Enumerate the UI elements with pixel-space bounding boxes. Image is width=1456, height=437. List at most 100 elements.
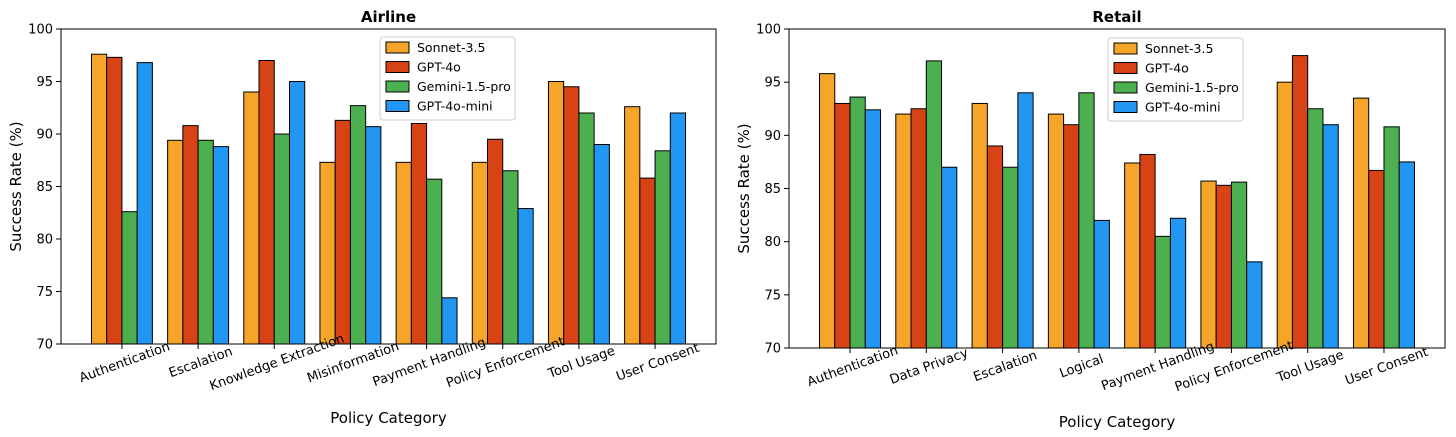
bar-sonnet-3-5-payment-handling	[395, 161, 412, 345]
bar-gpt-4o-tool-usage	[563, 86, 580, 345]
bar-gpt-4o-payment-handling	[410, 123, 428, 345]
bar-sonnet-3-5-user-consent	[1352, 97, 1370, 349]
y-axis-label: Success Rate (%)	[7, 121, 25, 251]
bar-gpt-4o-mini-logical	[1093, 219, 1110, 349]
bar-gemini-1-5-pro-tool-usage	[1307, 108, 1324, 349]
y-tick-label: 70	[36, 338, 53, 353]
legend-label-gpt-4o: GPT-4o	[1145, 61, 1189, 76]
x-tick-label-data-privacy: Data Privacy	[888, 345, 971, 387]
chart-title: Airline	[361, 8, 416, 26]
y-axis-label: Success Rate (%)	[735, 123, 753, 253]
x-axis-label: Policy Category	[330, 409, 447, 427]
legend-label-gemini-1-5-pro: Gemini-1.5-pro	[417, 79, 511, 94]
bar-gemini-1-5-pro-payment-handling	[1154, 235, 1171, 349]
bar-gpt-4o-mini-policy-enforcement	[517, 208, 534, 345]
bar-gemini-1-5-pro-policy-enforcement	[1230, 181, 1248, 349]
x-tick-label-logical: Logical	[1058, 352, 1106, 382]
y-tick-label: 70	[764, 342, 781, 357]
bar-gpt-4o-misinformation	[334, 119, 351, 345]
legend-swatch-gemini-1-5-pro	[1113, 81, 1138, 94]
legend-swatch-gpt-4o	[1113, 62, 1138, 74]
bar-gpt-4o-mini-user-consent	[1398, 161, 1415, 349]
bar-gemini-1-5-pro-misinformation	[349, 105, 367, 345]
y-tick-label: 75	[36, 285, 53, 300]
bar-gpt-4o-escalation	[182, 125, 199, 345]
bar-sonnet-3-5-authentication	[819, 73, 836, 349]
y-tick-label: 100	[28, 23, 53, 38]
chart-title: Retail	[1092, 8, 1141, 26]
bar-gpt-4o-mini-data-privacy	[941, 166, 958, 349]
legend-label-gpt-4o-mini: GPT-4o-mini	[417, 99, 493, 114]
bar-sonnet-3-5-user-consent	[624, 106, 641, 345]
x-tick-label-authentication: Authentication	[77, 339, 172, 386]
bar-gpt-4o-mini-tool-usage	[1322, 124, 1339, 349]
bar-gemini-1-5-pro-knowledge-extraction	[273, 133, 290, 345]
bar-sonnet-3-5-knowledge-extraction	[243, 91, 260, 345]
legend-label-gpt-4o: GPT-4o	[417, 60, 461, 75]
legend: Sonnet-3.5 GPT-4o Gemini-1.5-pro GPT-4o-min…	[1107, 37, 1244, 122]
bar-gpt-4o-policy-enforcement	[1215, 184, 1232, 349]
bar-gemini-1-5-pro-escalation	[1002, 166, 1019, 349]
bar-sonnet-3-5-logical	[1047, 113, 1065, 349]
bar-sonnet-3-5-policy-enforcement	[471, 161, 489, 345]
bar-sonnet-3-5-escalation	[971, 102, 988, 349]
x-tick-label-authentication: Authentication	[805, 343, 900, 390]
legend-label-gemini-1-5-pro: Gemini-1.5-pro	[1145, 80, 1239, 95]
bar-gemini-1-5-pro-user-consent	[654, 150, 671, 345]
bar-sonnet-3-5-authentication	[90, 53, 108, 345]
bar-gemini-1-5-pro-escalation	[197, 139, 214, 345]
bar-gemini-1-5-pro-logical	[1078, 92, 1095, 349]
y-tick-label: 85	[764, 182, 781, 197]
y-tick-label: 75	[764, 288, 781, 303]
bar-gpt-4o-policy-enforcement	[487, 138, 504, 345]
bar-gemini-1-5-pro-authentication	[121, 211, 138, 345]
bar-gpt-4o-mini-misinformation	[365, 126, 382, 345]
y-tick-label: 80	[36, 233, 53, 248]
y-tick-label: 90	[36, 128, 53, 143]
y-tick-label: 85	[36, 180, 53, 195]
legend-box	[379, 36, 516, 121]
bar-gpt-4o-authentication	[834, 102, 851, 349]
legend: Sonnet-3.5 GPT-4o Gemini-1.5-pro GPT-4o-min…	[379, 36, 516, 121]
legend-label-sonnet-3-5: Sonnet-3.5	[1145, 41, 1213, 56]
bar-gpt-4o-authentication	[106, 56, 123, 345]
x-tick-label-escalation: Escalation	[972, 348, 1040, 385]
bar-gemini-1-5-pro-policy-enforcement	[502, 170, 519, 345]
y-tick-label: 95	[36, 75, 53, 90]
legend-swatch-gpt-4o-mini	[1113, 101, 1138, 113]
x-tick-label-user-consent: User Consent	[1343, 345, 1430, 389]
bar-sonnet-3-5-tool-usage	[1276, 81, 1293, 349]
legend-swatch-sonnet-3-5	[1113, 42, 1138, 55]
bar-gpt-4o-mini-authentication	[864, 109, 882, 349]
bar-gpt-4o-mini-authentication	[136, 62, 153, 345]
legend-label-sonnet-3-5: Sonnet-3.5	[417, 40, 485, 55]
bar-sonnet-3-5-tool-usage	[547, 81, 565, 345]
legend-swatch-gpt-4o	[385, 61, 410, 73]
y-tick-label: 100	[756, 23, 781, 38]
bar-sonnet-3-5-policy-enforcement	[1200, 180, 1217, 349]
y-tick-label: 95	[764, 76, 781, 91]
bar-sonnet-3-5-escalation	[167, 139, 184, 345]
bar-gpt-4o-mini-knowledge-extraction	[288, 81, 306, 345]
bar-gpt-4o-mini-tool-usage	[593, 144, 610, 345]
bar-gpt-4o-escalation	[986, 145, 1004, 349]
legend-label-gpt-4o-mini: GPT-4o-mini	[1145, 100, 1221, 115]
bar-gpt-4o-mini-escalation	[212, 146, 230, 345]
x-axis-label: Policy Category	[1059, 413, 1176, 431]
x-tick-label-user-consent: User Consent	[614, 341, 701, 385]
bar-gemini-1-5-pro-tool-usage	[578, 112, 595, 345]
bar-gemini-1-5-pro-authentication	[849, 96, 866, 349]
bar-sonnet-3-5-payment-handling	[1124, 162, 1141, 349]
bar-gpt-4o-tool-usage	[1291, 55, 1309, 349]
legend-box	[1107, 37, 1244, 122]
bar-gpt-4o-mini-user-consent	[669, 112, 687, 345]
bar-gpt-4o-mini-escalation	[1017, 92, 1034, 349]
bar-gemini-1-5-pro-data-privacy	[925, 60, 943, 349]
legend-swatch-gemini-1-5-pro	[385, 80, 410, 93]
bar-sonnet-3-5-misinformation	[319, 161, 336, 345]
bar-gpt-4o-data-privacy	[910, 108, 927, 349]
bar-gemini-1-5-pro-payment-handling	[426, 178, 443, 345]
bar-gpt-4o-user-consent	[1368, 169, 1385, 349]
legend-swatch-gpt-4o-mini	[385, 100, 410, 112]
